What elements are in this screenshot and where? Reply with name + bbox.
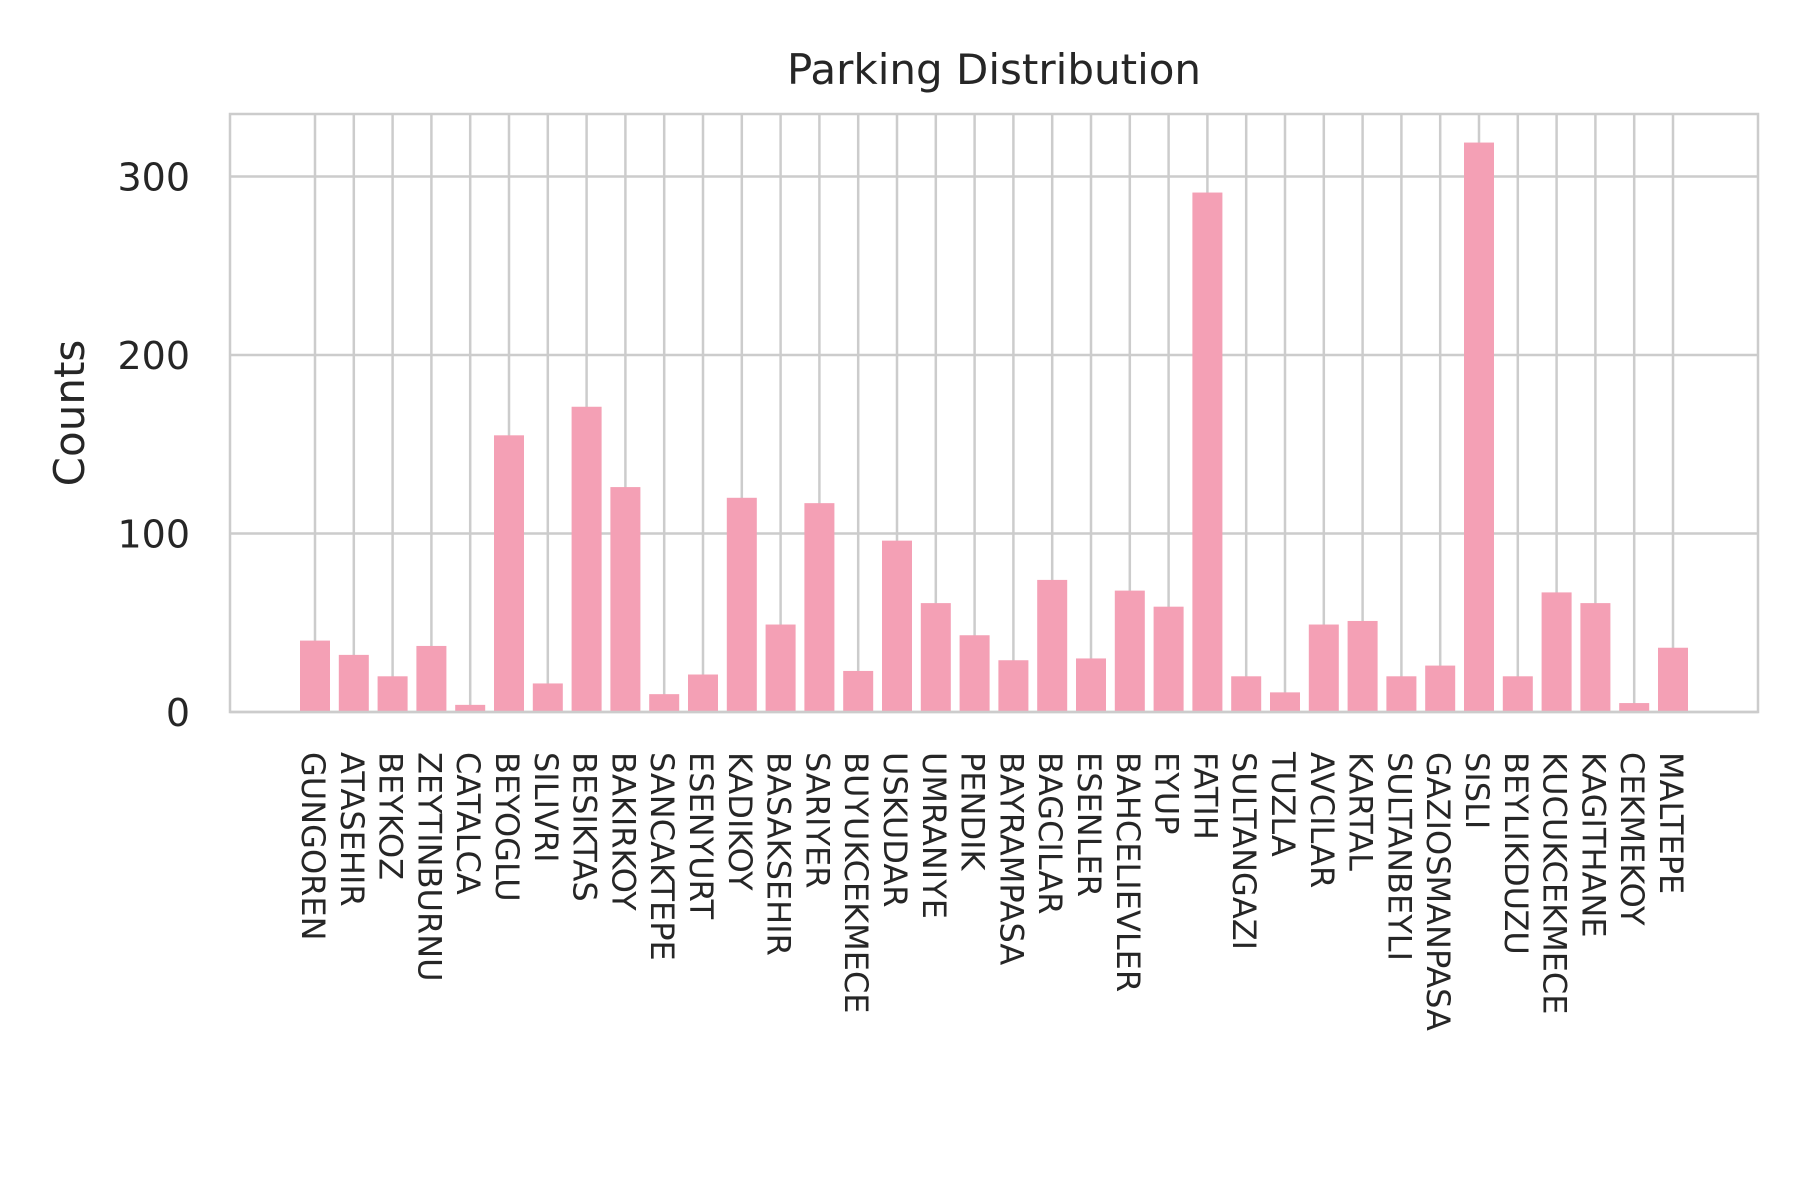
x-tick-label: KAGITHANE	[1574, 752, 1612, 938]
bar-besiktas	[571, 406, 602, 712]
bar-tuzla	[1270, 692, 1300, 712]
x-tick-labels: GUNGOREN ATASEHIR BEYKOZ ZEYTINBURNU CATALCA…	[294, 751, 1690, 1031]
x-tick-label: SISLI	[1458, 752, 1496, 829]
bar-atasehir	[338, 654, 369, 712]
x-tick-label: BAHCELIEVLER	[1109, 752, 1147, 992]
grid-layer	[230, 114, 1758, 714]
x-tick-label: MALTEPE	[1652, 752, 1690, 894]
bar-gungoren	[300, 640, 330, 712]
x-tick-label: UMRANIYE	[915, 752, 953, 919]
x-tick-label: ESENYURT	[682, 752, 720, 920]
y-tick-label: 100	[117, 512, 190, 556]
x-tick-label: ESENLER	[1070, 752, 1108, 897]
x-tick-label: BEYLIKDUZU	[1497, 752, 1535, 955]
x-tick-label: USKUDAR	[876, 752, 914, 907]
x-tick-label: BAGCILAR	[1031, 752, 1069, 915]
bar-sariyer	[804, 503, 835, 712]
bar-fatih	[1192, 192, 1223, 713]
x-tick-label: SULTANBEYLI	[1380, 752, 1418, 961]
y-tick-label: 300	[117, 155, 190, 199]
x-tick-label: BUYUKCEKMECE	[837, 752, 875, 1014]
y-tick-label: 200	[117, 334, 190, 378]
y-tick-label: 0	[166, 691, 190, 735]
x-tick-label: BESIKTAS	[566, 752, 604, 902]
x-tick-label: BEYOGLU	[488, 752, 526, 902]
plot-frame	[228, 112, 1760, 714]
x-tick-label: TUZLA	[1264, 751, 1302, 857]
bar-kucukcekmece	[1541, 592, 1572, 712]
x-tick-label: CEKMEKOY	[1613, 752, 1651, 926]
bar-catalca	[455, 704, 486, 712]
bar-sultanbeyli	[1386, 676, 1417, 712]
bar-gaziosmanpasa	[1425, 665, 1456, 712]
x-tick-label: SANCAKTEPE	[643, 752, 681, 961]
bar-kagithane	[1580, 603, 1611, 712]
x-tick-label: GAZIOSMANPASA	[1419, 752, 1457, 1031]
bar-bahcelievler	[1114, 590, 1145, 712]
x-tick-label: GUNGOREN	[294, 752, 332, 941]
bar-cekmekoy	[1619, 703, 1650, 712]
x-tick-label: BAYRAMPASA	[992, 752, 1030, 965]
bar-layer	[300, 142, 1688, 713]
y-axis-label: Counts	[45, 340, 94, 487]
x-tick-label: SULTANGAZI	[1225, 752, 1263, 950]
y-tick-labels: 0 100 200 300	[117, 155, 190, 735]
bar-beylikduzu	[1502, 676, 1533, 712]
x-tick-label: SILIVRI	[527, 752, 565, 863]
bar-eyup	[1153, 606, 1184, 712]
chart-title: Parking Distribution	[787, 45, 1201, 94]
bar-pendik	[959, 635, 990, 712]
x-tick-label: SARIYER	[798, 752, 836, 888]
x-tick-label: ATASEHIR	[333, 752, 371, 907]
x-tick-label: BEYKOZ	[372, 752, 410, 880]
x-tick-label: BASAKSEHIR	[760, 752, 798, 956]
x-tick-label: BAKIRKOY	[604, 752, 642, 911]
bar-kartal	[1347, 620, 1378, 712]
bar-umraniye	[920, 603, 951, 712]
bar-sancaktepe	[649, 694, 680, 712]
bar-bakirkoy	[610, 487, 641, 712]
bar-sultangazi	[1231, 676, 1262, 712]
bar-sisli	[1464, 142, 1494, 713]
bar-kadikoy	[726, 497, 757, 712]
x-tick-label: FATIH	[1186, 752, 1224, 840]
bar-bagcilar	[1037, 579, 1068, 712]
bar-zeytinburnu	[416, 645, 447, 712]
bar-beyoglu	[494, 435, 524, 712]
x-tick-label: EYUP	[1148, 752, 1186, 834]
bar-maltepe	[1658, 647, 1688, 712]
x-tick-label: KADIKOY	[721, 752, 759, 891]
x-tick-label: PENDIK	[954, 752, 992, 872]
x-tick-label: KARTAL	[1342, 752, 1380, 871]
x-tick-label: KUCUKCEKMECE	[1536, 752, 1574, 1014]
bar-buyukcekmece	[843, 670, 874, 712]
bar-basaksehir	[765, 624, 796, 712]
bar-bayrampasa	[998, 660, 1029, 712]
bar-beykoz	[377, 676, 408, 712]
bar-silivri	[532, 683, 563, 712]
bar-esenler	[1076, 658, 1106, 712]
bar-uskudar	[882, 540, 912, 712]
x-tick-label: ZEYTINBURNU	[410, 752, 448, 982]
x-tick-label: AVCILAR	[1303, 752, 1341, 888]
bar-esenyurt	[688, 674, 718, 712]
x-tick-label: CATALCA	[449, 752, 487, 895]
bar-avcilar	[1308, 624, 1339, 712]
